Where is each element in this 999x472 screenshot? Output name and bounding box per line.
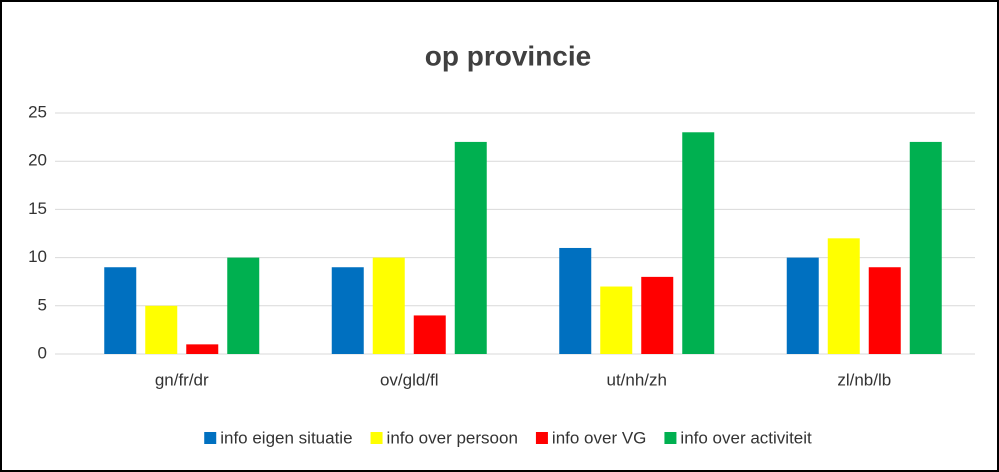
legend-swatch <box>204 432 217 444</box>
x-tick-label: zl/nb/lb <box>837 370 891 389</box>
bar <box>104 267 137 354</box>
legend-swatch <box>664 432 677 444</box>
bar <box>372 257 405 354</box>
y-tick-label: 10 <box>28 247 47 266</box>
bar <box>227 257 260 354</box>
bar <box>682 132 715 354</box>
y-tick-label: 15 <box>28 199 47 218</box>
legend-label: info over persoon <box>387 428 518 447</box>
bar <box>641 276 674 354</box>
legend-swatch <box>370 432 383 444</box>
bar <box>600 286 633 354</box>
legend-swatch <box>535 432 548 444</box>
bar <box>145 305 178 354</box>
bar <box>909 141 942 354</box>
legend-label: info over VG <box>552 428 647 447</box>
chart-title: op provincie <box>425 40 591 71</box>
bar <box>413 315 446 354</box>
y-tick-label: 0 <box>38 343 47 362</box>
bar <box>559 247 592 354</box>
bar <box>186 344 219 354</box>
bar <box>868 267 901 354</box>
legend-label: info eigen situatie <box>220 428 352 447</box>
bar <box>454 141 487 354</box>
y-tick-label: 5 <box>38 295 47 314</box>
bar <box>786 257 819 354</box>
y-tick-label: 25 <box>28 102 47 121</box>
bar <box>331 267 364 354</box>
x-tick-label: ov/gld/fl <box>380 370 439 389</box>
bar <box>827 238 860 354</box>
legend-label: info over activiteit <box>680 428 812 447</box>
y-tick-label: 20 <box>28 151 47 170</box>
x-tick-label: gn/fr/dr <box>155 370 209 389</box>
x-tick-label: ut/nh/zh <box>607 370 668 389</box>
